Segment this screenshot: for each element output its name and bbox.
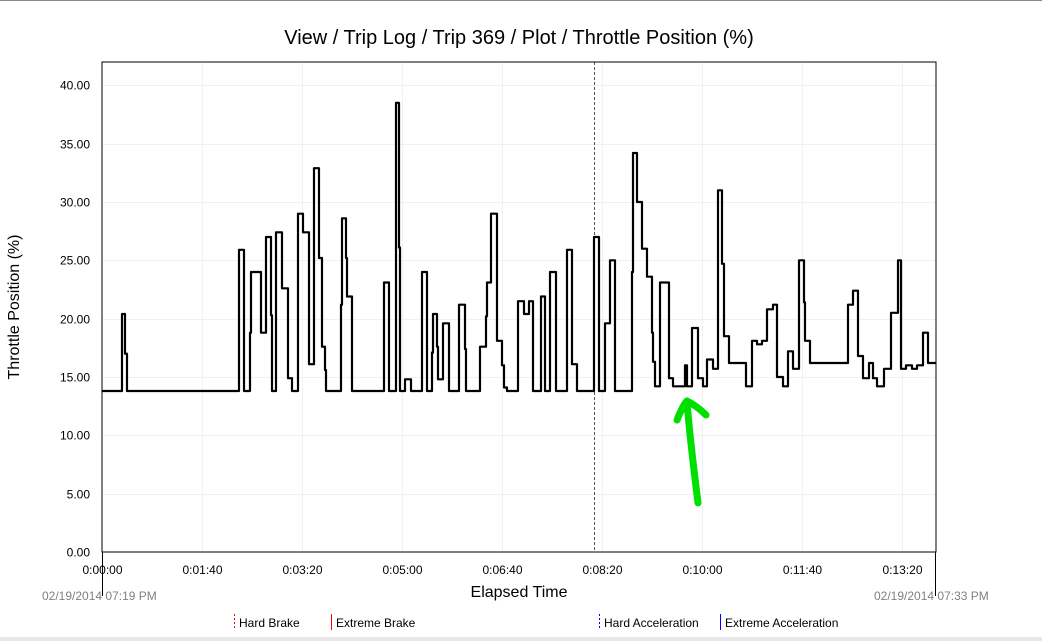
y-tick-label: 40.00 bbox=[60, 79, 90, 93]
y-tick-label: 35.00 bbox=[60, 138, 90, 152]
plot-area bbox=[102, 62, 936, 552]
y-tick-label: 30.00 bbox=[60, 196, 90, 210]
x-axis: 0:00:00 0:01:40 0:03:20 0:05:00 0:06:40 0:08:… bbox=[82, 563, 922, 577]
y-tick-label: 10.00 bbox=[60, 429, 90, 443]
x-tick-label: 0:05:00 bbox=[382, 563, 422, 577]
y-tick-label: 0.00 bbox=[67, 546, 91, 560]
y-tick-label: 25.00 bbox=[60, 254, 90, 268]
x-tick-label: 0:11:40 bbox=[783, 563, 822, 577]
legend-label: Hard Brake bbox=[239, 616, 300, 630]
x-axis-label: Elapsed Time bbox=[471, 584, 568, 601]
legend-label: Extreme Acceleration bbox=[725, 616, 838, 630]
x-tick-label: 0:10:00 bbox=[682, 563, 722, 577]
x-tick-label: 0:06:40 bbox=[482, 563, 522, 577]
y-axis: 0.00 5.00 10.00 15.00 20.00 25.00 30.00 35.00 40… bbox=[60, 79, 90, 560]
plot-frame bbox=[101, 61, 937, 553]
x-tick-label: 0:08:20 bbox=[582, 563, 622, 577]
x-tick-label: 0:03:20 bbox=[282, 563, 322, 577]
x-tick-label: 0:13:20 bbox=[882, 563, 922, 577]
start-time-label: 02/19/2014 07:19 PM bbox=[42, 589, 157, 603]
legend-label: Extreme Brake bbox=[336, 616, 416, 630]
y-tick-label: 20.00 bbox=[60, 313, 90, 327]
y-axis-label: Throttle Position (%) bbox=[6, 235, 23, 380]
legend-label: Hard Acceleration bbox=[604, 616, 699, 630]
chart-title: View / Trip Log / Trip 369 / Plot / Thro… bbox=[284, 27, 753, 49]
x-tick-label: 0:01:40 bbox=[182, 563, 222, 577]
annotation-arrow-icon bbox=[673, 397, 710, 507]
y-tick-label: 5.00 bbox=[67, 488, 91, 502]
throttle-series-line bbox=[102, 101, 936, 393]
end-time-label: 02/19/2014 07:33 PM bbox=[874, 589, 989, 603]
bottom-bar bbox=[0, 637, 1042, 641]
y-tick-label: 15.00 bbox=[60, 371, 90, 385]
legend: Hard Brake Extreme Brake Hard Acceleration… bbox=[234, 614, 838, 630]
